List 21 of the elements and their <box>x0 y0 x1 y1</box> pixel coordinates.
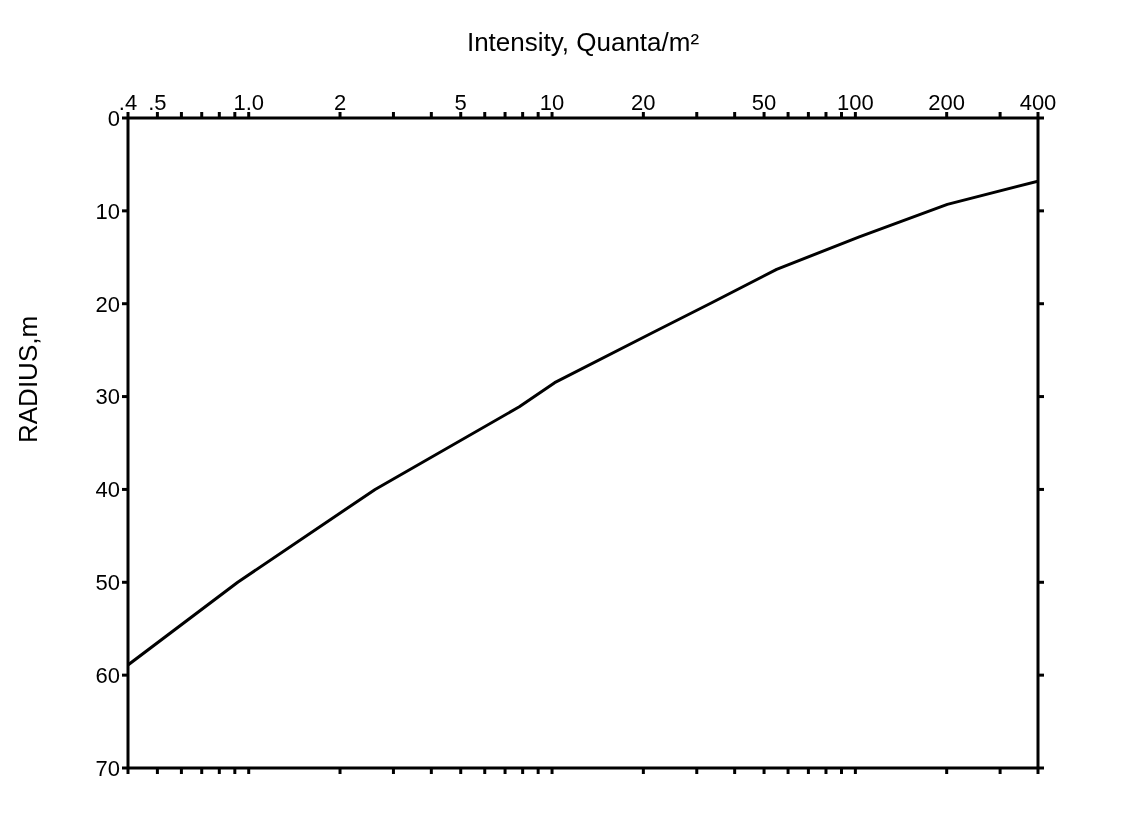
y-tick-label: 20 <box>95 291 120 317</box>
x-tick-label: 100 <box>837 90 874 115</box>
x-tick-label: 5 <box>454 90 467 115</box>
x-tick-label: 50 <box>751 90 777 115</box>
x-tick-label: 1.0 <box>233 90 265 115</box>
y-tick-label: 60 <box>95 662 120 688</box>
x-tick-label: .5 <box>148 90 167 115</box>
y-tick-label: 0 <box>107 105 120 131</box>
y-tick-label: 70 <box>95 755 120 781</box>
x-tick-label: 10 <box>539 90 565 115</box>
y-axis-title: RADIUS,m <box>13 315 44 443</box>
x-tick-label: 200 <box>928 90 966 115</box>
x-tick-label: 2 <box>333 90 347 115</box>
y-tick-label: 10 <box>95 198 120 224</box>
x-tick-label: 400 <box>1019 90 1057 115</box>
x-tick-label: .4 <box>118 90 138 115</box>
x-tick-label: 20 <box>631 90 656 115</box>
y-tick-label: 50 <box>95 570 120 596</box>
x-axis-title: Intensity, Quanta/m² <box>466 27 700 58</box>
y-tick-label: 40 <box>95 477 120 503</box>
y-tick-label: 30 <box>95 384 120 410</box>
